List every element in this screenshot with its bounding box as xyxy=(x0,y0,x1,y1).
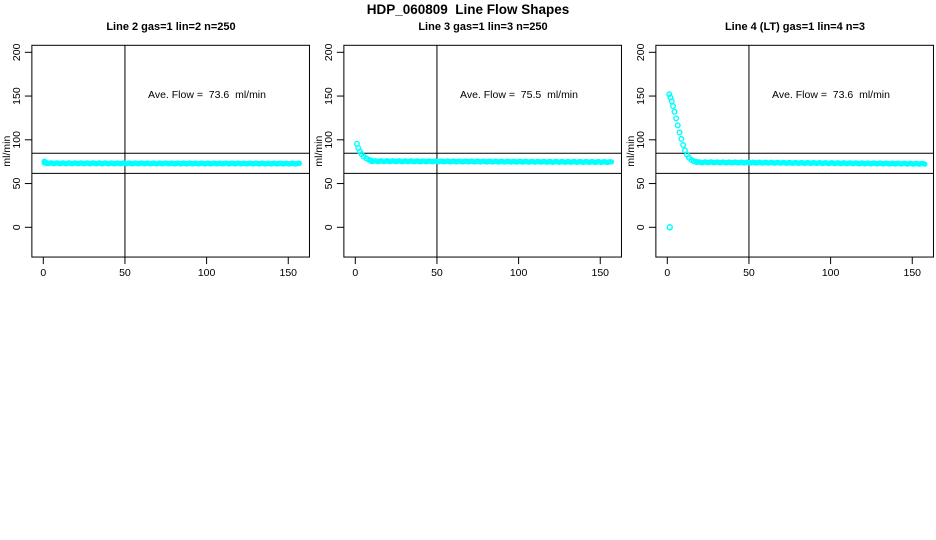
data-point xyxy=(678,135,685,142)
plot-box xyxy=(655,44,934,258)
x-tick-label: 50 xyxy=(431,267,443,279)
main-title: HDP_060809 Line Flow Shapes xyxy=(366,2,570,17)
panel-line-3-ave-flow-annotation: Ave. Flow = 75.5 ml/min xyxy=(460,89,578,101)
y-tick-label: 200 xyxy=(635,43,647,61)
y-tick-label: 150 xyxy=(323,87,335,105)
panel-line-2: 0 50 100 150 0 50 100 150 200 ml/min Line 2 gas=1… xyxy=(0,0,312,290)
y-axis-label: ml/min xyxy=(1,136,13,167)
panel-line-4: 0 50 100 150 0 50 100 150 200 ml/min Line 4 (LT) … xyxy=(624,0,936,290)
data-point xyxy=(674,122,681,129)
y-tick-label: 200 xyxy=(11,43,23,61)
panel-line-2-ave-flow-annotation: Ave. Flow = 73.6 ml/min xyxy=(148,89,266,101)
panel-line-4-title: Line 4 (LT) gas=1 lin=4 n=3 xyxy=(724,21,866,33)
data-point xyxy=(666,91,673,98)
y-tick-label: 150 xyxy=(635,87,647,105)
panel-line-3: 0 50 100 150 0 50 100 150 200 ml/min Line 3 gas=1… xyxy=(312,0,624,290)
x-tick-label: 0 xyxy=(352,267,358,279)
y-tick-label: 50 xyxy=(635,178,647,190)
x-tick-label: 0 xyxy=(664,267,670,279)
x-tick-label: 150 xyxy=(903,267,921,279)
x-tick-label: 150 xyxy=(591,267,609,279)
data-point xyxy=(922,161,928,167)
y-tick-label: 0 xyxy=(635,224,647,230)
x-tick-label: 50 xyxy=(119,267,131,279)
panel-line-4-ave-flow-annotation: Ave. Flow = 73.6 ml/min xyxy=(772,89,890,101)
plot-box xyxy=(343,44,622,258)
y-tick-label: 100 xyxy=(323,131,335,149)
plot-box xyxy=(31,44,310,258)
y-tick-label: 150 xyxy=(11,87,23,105)
data-point xyxy=(676,129,683,136)
y-tick-label: 100 xyxy=(11,131,23,149)
x-tick-label: 50 xyxy=(743,267,755,279)
data-point xyxy=(680,142,687,149)
y-tick-label: 100 xyxy=(635,131,647,149)
x-tick-label: 0 xyxy=(40,267,46,279)
panel-line-3-title: Line 3 gas=1 lin=3 n=250 xyxy=(418,21,548,33)
x-tick-label: 100 xyxy=(510,267,528,279)
data-point xyxy=(670,103,677,110)
y-tick-label: 200 xyxy=(323,43,335,61)
y-tick-label: 0 xyxy=(11,224,23,230)
data-point xyxy=(296,160,303,167)
x-tick-label: 100 xyxy=(198,267,216,279)
y-axis-label: ml/min xyxy=(313,136,325,167)
y-tick-label: 0 xyxy=(323,224,335,230)
panel-line-3-chart: 0 50 100 150 0 50 100 150 200 ml/min xyxy=(313,43,622,279)
outlier-point xyxy=(666,224,673,231)
data-point xyxy=(668,98,675,105)
panel-line-4-chart: 0 50 100 150 0 50 100 150 200 ml/min xyxy=(625,43,934,279)
panel-line-2-title: Line 2 gas=1 lin=2 n=250 xyxy=(106,21,236,33)
data-point xyxy=(671,108,678,115)
y-tick-label: 50 xyxy=(11,178,23,190)
x-tick-label: 100 xyxy=(822,267,840,279)
y-axis-label: ml/min xyxy=(625,136,637,167)
x-tick-label: 150 xyxy=(279,267,297,279)
data-point xyxy=(673,115,680,122)
data-point xyxy=(608,159,615,165)
y-tick-label: 50 xyxy=(323,178,335,190)
panel-line-2-chart: 0 50 100 150 0 50 100 150 200 ml/min xyxy=(1,43,310,279)
